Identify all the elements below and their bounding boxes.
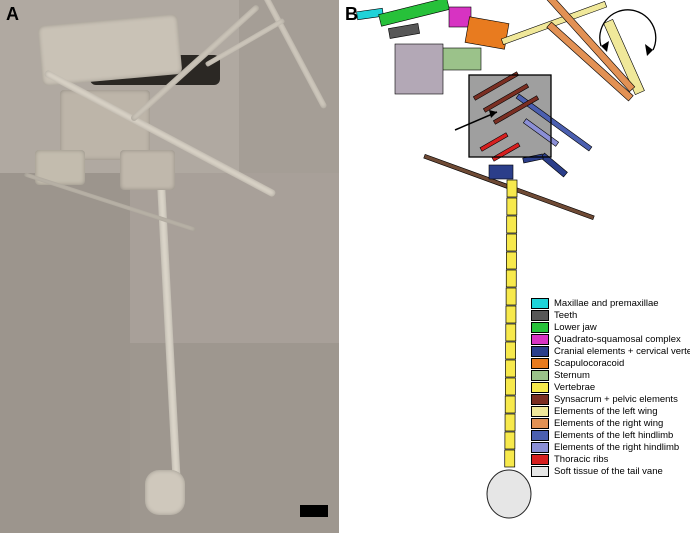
legend-item: Thoracic ribs (531, 454, 690, 465)
legend-item: Teeth (531, 310, 690, 321)
legend-swatch (531, 406, 549, 417)
legend-swatch (531, 382, 549, 393)
legend-swatch (531, 430, 549, 441)
legend-item: Cranial elements + cervical vertebrae (531, 346, 690, 357)
legend-label: Elements of the right wing (554, 418, 663, 429)
legend-label: Elements of the left hindlimb (554, 430, 673, 441)
legend-item: Elements of the right hindlimb (531, 442, 690, 453)
photo-bg-tile (0, 173, 130, 533)
legend-label: Teeth (554, 310, 577, 321)
diagram-element (465, 17, 509, 50)
legend-item: Sternum (531, 370, 690, 381)
legend-item: Synsacrum + pelvic elements (531, 394, 690, 405)
legend-swatch (531, 418, 549, 429)
legend-label: Cranial elements + cervical vertebrae (554, 346, 690, 357)
vertebra-segment (505, 396, 515, 413)
vertebra-segment (507, 234, 517, 251)
legend-item: Quadrato-squamosal complex (531, 334, 690, 345)
legend-swatch (531, 334, 549, 345)
vertebra-segment (505, 450, 515, 467)
legend-label: Maxillae and premaxillae (554, 298, 659, 309)
tail-vane (487, 470, 531, 518)
legend-swatch (531, 358, 549, 369)
legend-item: Scapulocoracoid (531, 358, 690, 369)
diagram-element (388, 23, 419, 38)
vertebra-segment (507, 198, 517, 215)
vertebra-segment (506, 288, 516, 305)
legend-swatch (531, 298, 549, 309)
fossil-bone (145, 470, 185, 515)
vertebra-segment (506, 252, 516, 269)
legend-swatch (531, 370, 549, 381)
diagram-element (449, 7, 471, 27)
legend-label: Lower jaw (554, 322, 597, 333)
vertebra-segment (506, 306, 516, 323)
panel-a: A (0, 0, 339, 533)
legend-item: Maxillae and premaxillae (531, 298, 690, 309)
legend-label: Synsacrum + pelvic elements (554, 394, 678, 405)
legend-swatch (531, 310, 549, 321)
vertebra-segment (506, 342, 516, 359)
diagram-element (395, 44, 443, 94)
legend-item: Elements of the left wing (531, 406, 690, 417)
legend-label: Quadrato-squamosal complex (554, 334, 681, 345)
vertebra-segment (507, 180, 517, 197)
diagram-element (439, 48, 481, 70)
legend-swatch (531, 454, 549, 465)
rotation-arrow-head (645, 44, 653, 56)
legend-swatch (531, 466, 549, 477)
legend-swatch (531, 394, 549, 405)
legend-swatch (531, 346, 549, 357)
legend-label: Elements of the right hindlimb (554, 442, 679, 453)
diagram-element (379, 0, 450, 26)
fossil-photograph (0, 0, 339, 533)
legend-label: Thoracic ribs (554, 454, 608, 465)
fossil-bone (120, 150, 175, 190)
legend-label: Elements of the left wing (554, 406, 658, 417)
vertebra-segment (505, 432, 515, 449)
legend-item: Soft tissue of the tail vane (531, 466, 690, 477)
vertebra-segment (506, 270, 516, 287)
photo-bg-tile (239, 0, 339, 173)
scale-bar (300, 505, 328, 517)
legend-item: Elements of the right wing (531, 418, 690, 429)
legend-item: Lower jaw (531, 322, 690, 333)
vertebra-segment (506, 360, 516, 377)
panel-b-label: B (345, 4, 358, 25)
legend-swatch (531, 322, 549, 333)
legend-swatch (531, 442, 549, 453)
panel-a-label: A (6, 4, 19, 25)
legend-label: Soft tissue of the tail vane (554, 466, 663, 477)
color-legend: Maxillae and premaxillaeTeethLower jawQu… (531, 298, 690, 478)
panel-b: B Maxillae and premaxillaeTeethLower jaw… (339, 0, 690, 533)
vertebra-segment (505, 414, 515, 431)
diagram-element (489, 165, 513, 179)
vertebra-segment (507, 216, 517, 233)
vertebra-segment (505, 378, 515, 395)
legend-item: Elements of the left hindlimb (531, 430, 690, 441)
legend-label: Sternum (554, 370, 590, 381)
legend-label: Vertebrae (554, 382, 595, 393)
vertebra-segment (506, 324, 516, 341)
legend-item: Vertebrae (531, 382, 690, 393)
legend-label: Scapulocoracoid (554, 358, 624, 369)
